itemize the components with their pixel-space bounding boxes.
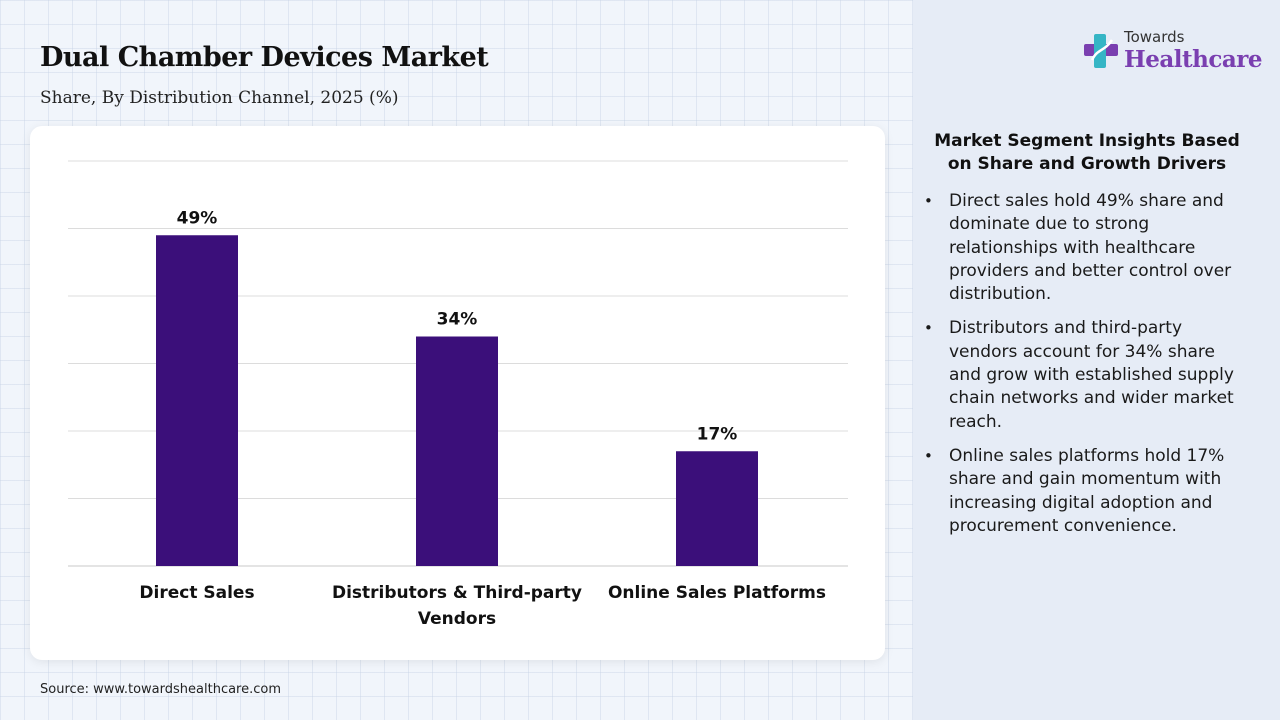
- insight-bullet: • Direct sales hold 49% share and dominat…: [922, 190, 1252, 306]
- data-label: 34%: [437, 310, 478, 330]
- category-label: Distributors & Third-party: [332, 583, 582, 603]
- insights-title: Market Segment Insights Based on Share a…: [934, 131, 1240, 174]
- bullet-icon: •: [924, 192, 933, 210]
- insights-panel-background: [913, 0, 1280, 720]
- medical-cross-icon: [1084, 34, 1118, 68]
- logo-text-towards: Towards: [1124, 28, 1185, 46]
- insight-text: Online sales platforms hold 17% share an…: [949, 445, 1225, 536]
- insight-bullet: • Online sales platforms hold 17% share a…: [922, 445, 1252, 538]
- chart-card: 49% Direct Sales 34% Distributors & Third-p…: [30, 126, 885, 660]
- page-subtitle: Share, By Distribution Channel, 2025 (%): [40, 88, 399, 108]
- category-label: Vendors: [418, 609, 496, 629]
- bar-chart: 49% Direct Sales 34% Distributors & Third-p…: [68, 160, 848, 629]
- insight-text: Direct sales hold 49% share and dominate…: [949, 191, 1232, 305]
- bar: [416, 336, 498, 566]
- data-label: 49%: [177, 208, 218, 228]
- bar: [156, 235, 238, 566]
- source-note: Source: www.towardshealthcare.com: [40, 682, 282, 697]
- insights-list: • Direct sales hold 49% share and dominat…: [922, 190, 1252, 549]
- data-label: 17%: [697, 424, 738, 444]
- insight-bullet: • Distributors and third-party vendors ac…: [922, 317, 1252, 433]
- bar: [676, 451, 758, 566]
- category-label: Direct Sales: [139, 583, 254, 603]
- logo-text-healthcare: Healthcare: [1124, 46, 1263, 73]
- insight-text: Distributors and third-party vendors acc…: [949, 318, 1234, 432]
- bullet-icon: •: [924, 446, 933, 465]
- bullet-icon: •: [924, 319, 933, 338]
- category-label: Online Sales Platforms: [608, 583, 826, 603]
- brand-logo: Towards Healthcare: [1080, 28, 1263, 80]
- page-title: Dual Chamber Devices Market: [40, 42, 489, 73]
